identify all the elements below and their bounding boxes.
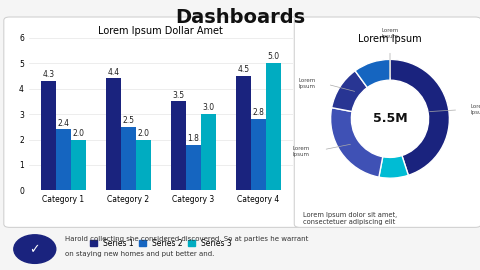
Text: Lorem
Ipsum: Lorem Ipsum [382, 28, 398, 39]
Bar [171, 101, 186, 190]
Text: Harold collecting she considered discovered. So at parties he warrant: Harold collecting she considered discove… [65, 236, 308, 242]
Wedge shape [390, 59, 449, 175]
Bar [251, 119, 266, 190]
Text: Lorem
Ipsum: Lorem Ipsum [299, 78, 316, 89]
Text: Lorem
Ipsum: Lorem Ipsum [470, 104, 480, 115]
Circle shape [14, 235, 56, 263]
Text: 3.5: 3.5 [172, 90, 184, 100]
Text: on staying new homes and put better and.: on staying new homes and put better and. [65, 251, 214, 257]
Text: Lorem Ipsum dolor sit amet,
consectetuer adipiscing elit: Lorem Ipsum dolor sit amet, consectetuer… [303, 212, 397, 225]
Text: Dashboards: Dashboards [175, 8, 305, 27]
Wedge shape [332, 71, 367, 112]
Text: 2.0: 2.0 [72, 129, 84, 138]
Text: 2.5: 2.5 [122, 116, 134, 125]
Bar [41, 81, 56, 190]
Bar [186, 145, 201, 190]
Text: 4.4: 4.4 [107, 68, 120, 77]
Text: ✓: ✓ [30, 243, 40, 256]
Bar [201, 114, 216, 190]
Text: 1.8: 1.8 [187, 134, 199, 143]
Text: 4.3: 4.3 [42, 70, 54, 79]
Text: 2.4: 2.4 [57, 119, 69, 127]
Bar [266, 63, 281, 190]
Text: 5.0: 5.0 [267, 52, 279, 62]
Title: Lorem Ipsum: Lorem Ipsum [358, 34, 422, 44]
Bar [106, 79, 121, 190]
Title: Lorem Ipsum Dollar Amet: Lorem Ipsum Dollar Amet [98, 26, 223, 36]
Text: 3.0: 3.0 [202, 103, 215, 112]
Bar [56, 129, 71, 190]
Wedge shape [355, 59, 390, 87]
Bar [236, 76, 251, 190]
Text: 4.5: 4.5 [237, 65, 250, 74]
Legend: Series 1, Series 2, Series 3: Series 1, Series 2, Series 3 [86, 235, 235, 251]
Text: Lorem
Ipsum: Lorem Ipsum [293, 146, 310, 157]
Text: 2.0: 2.0 [137, 129, 149, 138]
Text: 5.5M: 5.5M [372, 112, 408, 125]
Bar [121, 127, 136, 190]
Text: 2.8: 2.8 [252, 108, 264, 117]
Wedge shape [379, 156, 408, 178]
Wedge shape [331, 108, 383, 177]
Bar [136, 140, 151, 190]
Bar [71, 140, 85, 190]
